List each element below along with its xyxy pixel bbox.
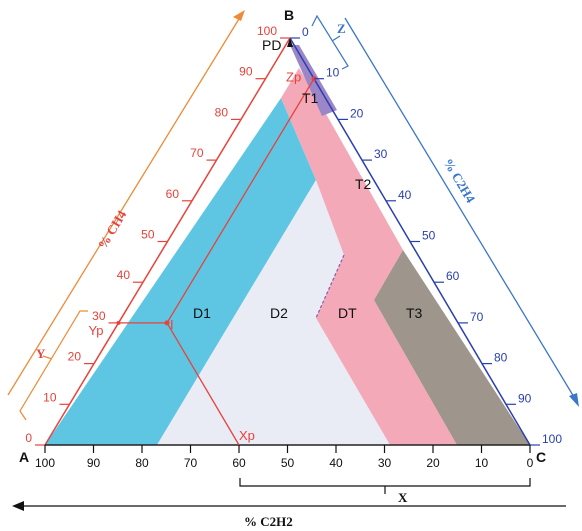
xp-label: Xp <box>239 428 255 443</box>
c2h4-tick-label: 0 <box>302 25 309 39</box>
c2h2-tick-label: 20 <box>426 456 440 470</box>
vertex-c-label: C <box>536 449 546 465</box>
ch4-tick-label: 40 <box>117 268 131 282</box>
c2h2-tick-label: 60 <box>232 456 246 470</box>
ch4-tick-label: 10 <box>43 390 57 404</box>
zp-label: Zp <box>286 70 301 85</box>
zone-d1-label: D1 <box>193 305 211 321</box>
c2h2-tick-label: 80 <box>135 456 149 470</box>
ch4-tick-label: 90 <box>239 65 253 79</box>
ch4-axis-title: % CH4 <box>95 207 130 251</box>
ch4-tick-label: 50 <box>141 228 155 242</box>
c2h4-tick-label: 90 <box>518 391 532 405</box>
z-bracket-label: Z <box>337 21 346 36</box>
ch4-tick-label: 80 <box>215 105 229 119</box>
c2h2-tick-label: 70 <box>184 456 198 470</box>
c2h2-axis-ticks: 100 90 80 70 60 50 40 30 20 10 0 <box>35 445 534 470</box>
zone-t3-label: T3 <box>406 305 423 321</box>
ch4-tick-label: 70 <box>190 146 204 160</box>
c2h2-tick-label: 30 <box>378 456 392 470</box>
zone-d2-label: D2 <box>270 305 288 321</box>
c2h4-tick-label: 100 <box>542 432 562 446</box>
ch4-tick-label: 60 <box>166 187 180 201</box>
vertex-b-label: B <box>284 7 294 23</box>
c2h2-arrowhead <box>12 501 24 511</box>
c2h4-tick-label: 70 <box>470 310 484 324</box>
zone-t2-label: T2 <box>355 176 372 192</box>
c2h4-tick-label: 40 <box>398 188 412 202</box>
zone-pd-label: PD <box>262 37 281 53</box>
c2h2-tick-label: 10 <box>475 456 489 470</box>
ch4-tick-label: 100 <box>257 24 277 38</box>
yp-label: Yp <box>89 323 104 338</box>
x-bracket-label: X <box>398 490 408 505</box>
c2h2-tick-label: 100 <box>35 456 55 470</box>
c2h4-tick-label: 50 <box>422 229 436 243</box>
c2h2-tick-label: 40 <box>329 456 343 470</box>
c2h4-axis-title: % C2H4 <box>440 156 478 206</box>
fault-zones <box>45 45 530 445</box>
c2h4-arrowhead <box>569 393 579 407</box>
ch4-tick-label: 20 <box>68 350 82 364</box>
c2h4-tick-label: 30 <box>374 147 388 161</box>
vertex-a-label: A <box>19 449 29 465</box>
c2h2-tick-label: 90 <box>87 456 101 470</box>
x-bracket <box>240 478 530 494</box>
point-i-marker <box>165 320 170 325</box>
zone-dt-label: DT <box>338 305 357 321</box>
ch4-arrowhead <box>233 10 245 21</box>
c2h4-tick-label: 60 <box>446 269 460 283</box>
ch4-tick-label: 0 <box>25 431 32 445</box>
point-i-label: I <box>170 317 174 332</box>
c2h2-axis-title: % C2H2 <box>244 514 293 529</box>
c2h4-tick-label: 80 <box>494 351 508 365</box>
c2h4-tick-label: 20 <box>350 106 364 120</box>
ch4-tick-label: 30 <box>92 309 106 323</box>
zone-t1-label: T1 <box>302 90 319 106</box>
c2h4-tick-label: 10 <box>326 66 340 80</box>
y-bracket-label: Y <box>36 346 46 361</box>
c2h2-tick-label: 50 <box>281 456 295 470</box>
c2h2-tick-label: 0 <box>527 456 534 470</box>
